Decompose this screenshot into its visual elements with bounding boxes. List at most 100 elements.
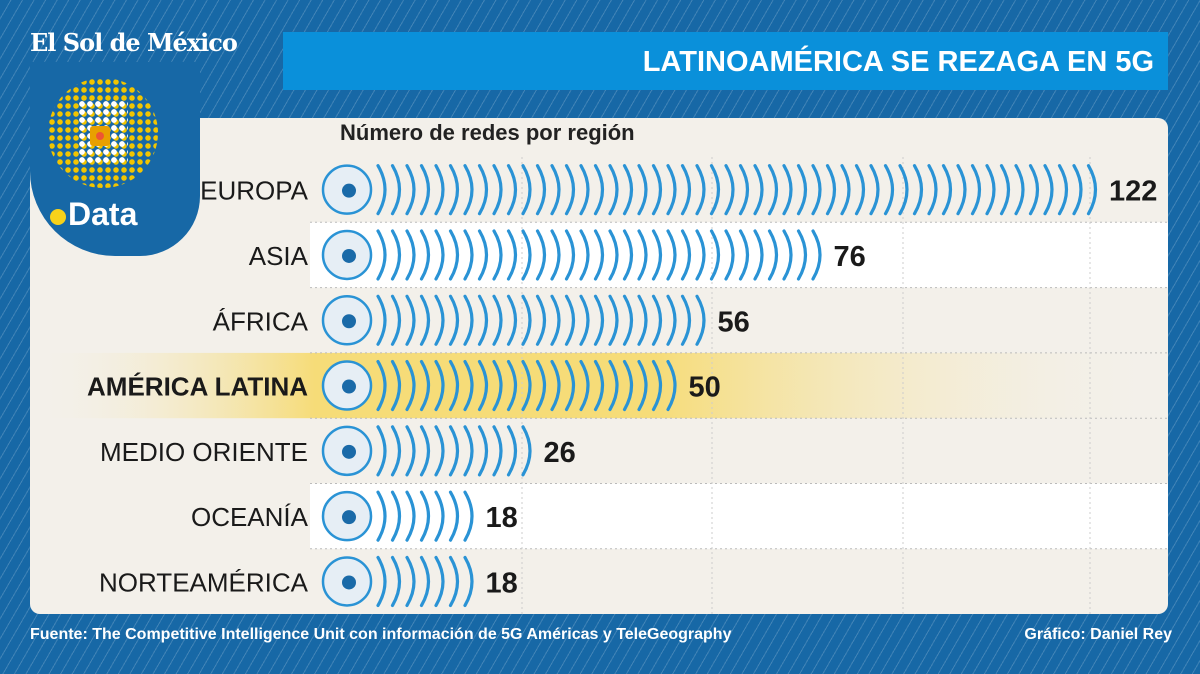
signal-arc: [550, 294, 561, 346]
signal-arc: [680, 294, 692, 346]
signal-arc: [564, 164, 576, 216]
signal-arc: [637, 229, 648, 281]
value-label: 56: [718, 306, 750, 338]
signal-arc: [564, 229, 576, 281]
signal-arc: [506, 294, 518, 346]
signal-arc: [448, 229, 460, 281]
credit-note: Gráfico: Daniel Rey: [1024, 626, 1172, 643]
signal-arc: [434, 294, 445, 346]
signal-arc: [419, 294, 431, 346]
source-note: Fuente: The Competitive Intelligence Uni…: [30, 626, 732, 643]
signal-arc: [782, 164, 793, 216]
signal-arc: [390, 164, 402, 216]
logo: El Sol de México: [30, 28, 238, 57]
signal-arc: [477, 425, 489, 477]
signal-arc: [434, 164, 445, 216]
signal-arc: [492, 229, 503, 281]
signal-arc: [419, 359, 431, 412]
signal-arc: [753, 164, 764, 216]
signal-arc: [608, 229, 619, 281]
signal-arc: [608, 294, 619, 346]
signal-arc: [492, 359, 503, 412]
signal-arc: [405, 490, 416, 542]
signal-arc: [1028, 164, 1040, 216]
signal-arc: [521, 229, 532, 281]
signal-arc: [608, 164, 619, 216]
signal-arc: [521, 425, 532, 477]
signal-arc: [564, 294, 576, 346]
signal-arc: [579, 164, 590, 216]
signal-arc: [492, 164, 503, 216]
signal-arc: [448, 164, 460, 216]
signal-arc: [724, 229, 735, 281]
signal-arc: [405, 229, 416, 281]
signal-arc: [463, 164, 474, 216]
signal-arc: [448, 490, 460, 542]
signal-arc: [477, 164, 489, 216]
signal-arc: [463, 490, 474, 542]
signal-arc: [492, 425, 503, 477]
signal-arc: [956, 164, 967, 216]
signal-arc: [434, 425, 445, 477]
signal-arc: [680, 164, 692, 216]
signal-arc: [376, 555, 387, 608]
region-shape: [342, 314, 356, 329]
signal-arc: [492, 294, 503, 346]
signal-arc: [1043, 164, 1054, 216]
signal-arc: [535, 294, 547, 346]
signal-arc: [811, 164, 822, 216]
signal-arc: [593, 359, 605, 412]
signal-arc: [651, 359, 663, 412]
signal-arc: [405, 425, 416, 477]
signal-arc: [463, 555, 474, 608]
signal-arc: [680, 229, 692, 281]
category-label: NORTEAMÉRICA: [99, 567, 309, 597]
region-shape: [342, 575, 356, 590]
signal-arc: [666, 229, 677, 281]
signal-arc: [535, 229, 547, 281]
signal-arc: [390, 555, 402, 608]
signal-arc: [477, 229, 489, 281]
signal-arc: [651, 294, 663, 346]
signal-arc: [622, 359, 634, 412]
signal-arc: [825, 164, 837, 216]
data-dots-center: [90, 126, 110, 146]
signal-arc: [695, 164, 706, 216]
region-shape: [342, 248, 356, 263]
signal-arc: [390, 425, 402, 477]
signal-arc: [999, 164, 1011, 216]
signal-arc: [912, 164, 924, 216]
signal-arc: [593, 164, 605, 216]
signal-arc: [419, 555, 431, 608]
signal-arc: [767, 164, 779, 216]
signal-arc: [448, 555, 460, 608]
signal-arc: [840, 164, 851, 216]
signal-arc: [883, 164, 895, 216]
signal-arc: [666, 359, 677, 412]
signal-arc: [550, 164, 561, 216]
category-label: MEDIO ORIENTE: [100, 437, 308, 467]
category-label: AMÉRICA LATINA: [87, 372, 308, 402]
signal-arc: [550, 229, 561, 281]
signal-arc: [637, 164, 648, 216]
signal-arc: [637, 359, 648, 412]
signal-arc: [738, 164, 750, 216]
value-label: 122: [1109, 176, 1157, 208]
row-band: [310, 483, 1168, 549]
value-label: 50: [689, 372, 721, 404]
signal-arc: [405, 359, 416, 412]
signal-arc: [564, 359, 576, 412]
signal-arc: [637, 294, 648, 346]
signal-arc: [796, 164, 808, 216]
category-label: OCEANÍA: [191, 502, 309, 532]
signal-arc: [535, 164, 547, 216]
signal-arc: [1086, 164, 1098, 216]
value-label: 26: [544, 437, 576, 469]
signal-arc: [695, 229, 706, 281]
signal-arc: [477, 294, 489, 346]
data-label: Data: [50, 196, 137, 233]
category-label: ÁFRICA: [213, 306, 309, 336]
signal-arc: [985, 164, 996, 216]
signal-arc: [405, 294, 416, 346]
